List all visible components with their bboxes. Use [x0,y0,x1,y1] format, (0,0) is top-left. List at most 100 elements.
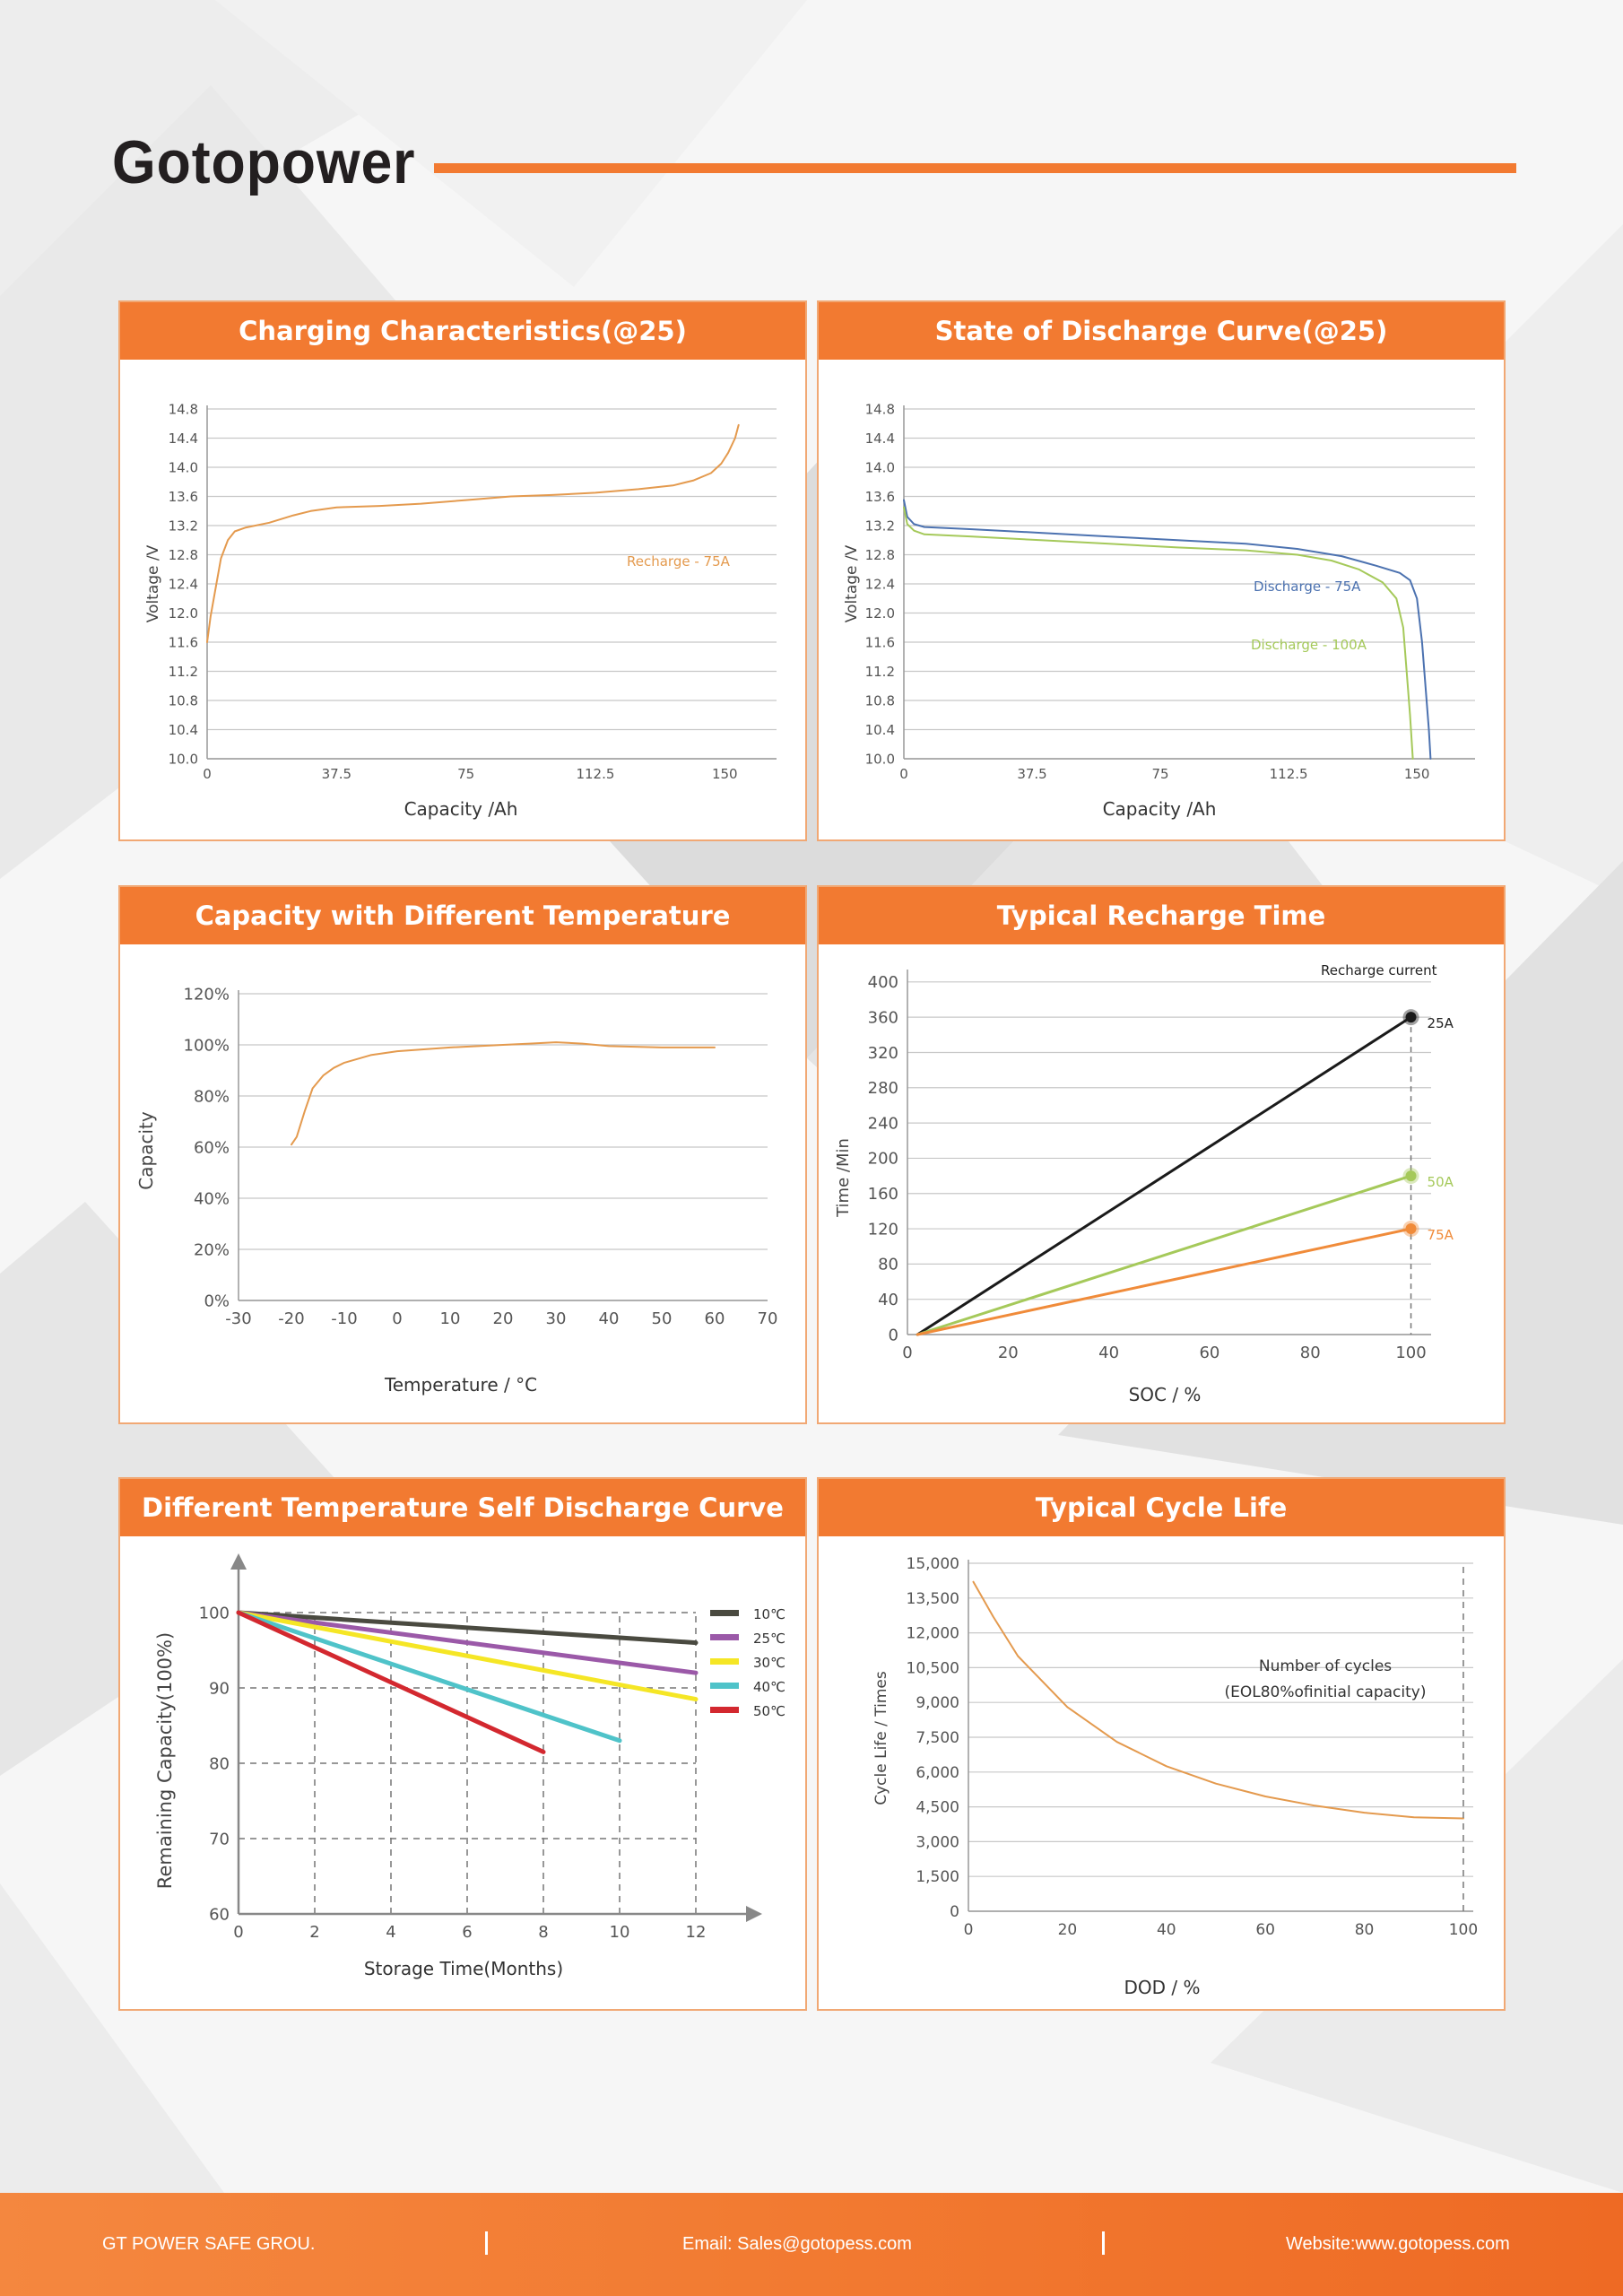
panel-cycle-life: Typical Cycle Life 0 1,500 3,000 4,500 6,000… [817,1477,1506,2011]
y-tick-label: 80 [209,1754,230,1773]
footer-email: Email: Sales@gotopess.com [682,2234,912,2254]
y-tick-label: 160 [868,1185,898,1204]
x-tick-label: 112.5 [576,766,614,782]
x-axis-label: Capacity /Ah [404,798,518,820]
y-tick-label: 12.0 [865,605,895,622]
series-line [236,1610,546,1754]
series-line [236,1610,699,1646]
y-tick-label: 14.4 [169,430,198,447]
series-line [236,1610,699,1675]
series-line [916,1015,1412,1336]
y-tick-label: 11.2 [169,664,198,680]
legend-swatch [710,1610,739,1616]
legend-swatch [710,1707,739,1713]
x-tick-label: 2 [309,1923,319,1942]
footer-bar: GT POWER SAFE GROU. Email: Sales@gotopes… [0,2193,1623,2296]
x-axis-label: Temperature / °C [384,1374,537,1396]
x-tick-label: 75 [457,766,474,782]
y-tick-label: 0% [204,1292,230,1310]
x-axis-label: Capacity /Ah [1103,798,1217,820]
brand-accent-line [434,163,1516,173]
x-tick-label: 0 [203,766,212,782]
panel-title: Typical Cycle Life [819,1479,1504,1536]
y-tick-label: 60% [194,1138,230,1157]
panel-recharge-time: Typical Recharge Time 0 40 80 120 160 200 240 2… [817,885,1506,1424]
y-axis-label: Voltage /V [144,544,162,622]
y-tick-label: 10,500 [907,1659,959,1677]
x-tick-label: 40 [1098,1344,1119,1362]
y-axis-label: Voltage /V [843,544,861,622]
y-tick-label: 11.2 [865,664,895,680]
y-axis-label: Remaining Capacity(100%) [154,1632,176,1889]
chart-self-discharge: 60 70 80 90 100 0 2 4 6 8 10 12 Storage Time(Months)… [154,1553,785,1979]
y-tick-label: 100% [184,1036,230,1055]
chart-cycle-life: 0 1,500 3,000 4,500 6,000 7,500 9,000 10,500 12,… [872,1555,1478,1998]
x-tick-label: 60 [1199,1344,1219,1362]
y-tick-label: 1,500 [916,1868,959,1886]
y-tick-label: 3,000 [916,1833,959,1851]
y-tick-label: 14.0 [169,459,198,475]
x-axis-label: Storage Time(Months) [364,1958,563,1979]
y-tick-label: 90 [209,1679,230,1698]
x-tick-label: 12 [686,1923,707,1942]
y-tick-label: 80% [194,1087,230,1106]
y-axis-label: Cycle Life / Times [872,1671,890,1805]
x-axis-label: SOC / % [1129,1384,1202,1405]
x-tick-label: 60 [1255,1921,1275,1939]
y-tick-label: 9,000 [916,1694,959,1712]
x-tick-label: 8 [538,1923,548,1942]
y-axis-label: Time /Min [834,1138,853,1218]
panel-capacity-temperature: Capacity with Different Temperature 0% 20… [118,885,807,1424]
x-tick-label: 0 [233,1923,243,1942]
annotation-line-2: (EOL80%ofinitial capacity) [1225,1683,1427,1701]
x-tick-label: -30 [225,1309,251,1328]
chart-discharge: 10.0 10.4 10.8 11.2 11.6 12.0 12.4 12.8 13.2 13.6… [843,401,1475,820]
y-tick-label: 13,500 [907,1590,959,1608]
series-label: Discharge - 100A [1251,637,1367,653]
y-tick-label: 10.0 [169,751,198,767]
panel-title: Typical Recharge Time [819,887,1504,944]
x-tick-label: 50 [652,1309,673,1328]
legend-swatch [710,1683,739,1689]
x-tick-label: 40 [1157,1921,1176,1939]
y-tick-label: 280 [868,1079,898,1098]
panel-title: Different Temperature Self Discharge Cur… [120,1479,805,1536]
brand-logo: Gotopower [112,128,416,196]
y-tick-label: 360 [868,1008,898,1027]
y-tick-label: 13.2 [169,517,198,534]
x-axis-label: DOD / % [1124,1977,1201,1998]
footer-company: GT POWER SAFE GROU. [102,2234,316,2254]
y-tick-label: 12.4 [169,576,198,592]
x-tick-label: 6 [462,1923,472,1942]
series-label: Recharge - 75A [627,553,731,570]
x-tick-label: 10 [610,1923,630,1942]
y-tick-label: 12.8 [169,547,198,563]
y-tick-label: 6,000 [916,1764,959,1782]
y-tick-label: 70 [209,1830,230,1848]
y-tick-label: 40 [878,1291,898,1309]
series-label: Discharge - 75A [1254,578,1361,595]
y-tick-label: 10.8 [169,692,198,709]
x-axis-arrow [746,1906,762,1922]
x-tick-label: 37.5 [322,766,352,782]
y-tick-label: 60 [209,1905,230,1924]
chart-charging: 10.0 10.4 10.8 11.2 11.6 12.0 12.4 12.8 13.2 13.6… [144,401,777,820]
y-axis-label: Capacity [135,1111,157,1190]
annotation-line-1: Number of cycles [1259,1657,1392,1675]
x-tick-label: 40 [599,1309,620,1328]
series-line [903,499,1432,760]
y-tick-label: 12.8 [865,547,895,563]
x-tick-label: 20 [1058,1921,1078,1939]
y-tick-label: 12.4 [865,576,895,592]
footer-website: Website:www.gotopess.com [1286,2234,1510,2254]
panel-state-of-discharge: State of Discharge Curve(@25) 10.0 10.4 10… [817,300,1506,841]
x-tick-label: 4 [386,1923,395,1942]
footer-separator [1102,2231,1105,2255]
y-tick-label: 7,500 [916,1729,959,1747]
end-marker [1405,1012,1417,1023]
x-tick-label: 75 [1152,766,1169,782]
x-tick-label: 0 [899,766,908,782]
y-tick-label: 40% [194,1189,230,1208]
y-tick-label: 14.4 [865,430,895,447]
y-tick-label: 20% [194,1240,230,1259]
